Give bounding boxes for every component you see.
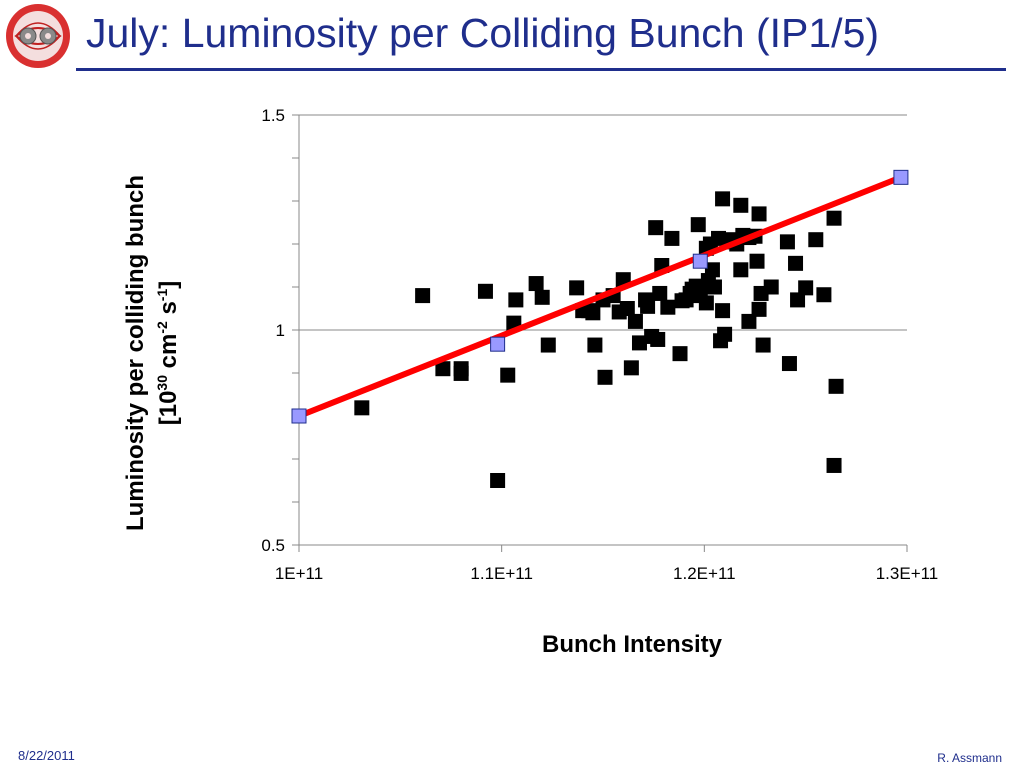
data-point (704, 262, 720, 278)
data-point (648, 220, 664, 236)
footer-date: 8/22/2011 (18, 748, 75, 763)
y-tick-label: 1 (276, 321, 285, 340)
data-point (490, 336, 506, 352)
data-point (650, 331, 666, 347)
data-point (893, 169, 909, 185)
data-point (619, 301, 635, 316)
data-point (755, 337, 771, 353)
data-point (528, 276, 544, 292)
y-tick-label: 1.5 (261, 106, 285, 125)
data-point (808, 232, 824, 248)
data-point (500, 367, 516, 383)
data-point (779, 234, 795, 250)
data-point (540, 337, 556, 353)
footer-author: R. Assmann (937, 751, 1002, 765)
data-point (415, 288, 431, 304)
data-point (453, 365, 469, 381)
data-point (788, 255, 804, 271)
data-point (490, 473, 506, 488)
data-point (477, 283, 493, 299)
data-point (534, 289, 550, 305)
data-point (660, 299, 676, 315)
data-point (781, 356, 797, 372)
data-point (597, 369, 613, 385)
data-point (715, 303, 731, 319)
data-point (715, 191, 731, 207)
data-point (672, 346, 688, 362)
data-point (664, 230, 680, 246)
data-point (751, 206, 767, 222)
data-point (826, 210, 842, 226)
y-axis-label-line1: Luminosity per colliding bunch (122, 175, 149, 531)
x-tick-label: 1E+11 (275, 564, 323, 583)
tick-marks (292, 114, 908, 552)
data-point (698, 295, 714, 311)
scatter-chart: 0.5 1 1.5 1E+11 1.1E+11 1.2E+11 1.3E+11 Bunch … (122, 106, 938, 658)
trendline (297, 174, 903, 419)
data-point (587, 337, 603, 353)
x-tick-label: 1.3E+11 (876, 564, 939, 583)
data-point (816, 287, 832, 303)
data-point (652, 285, 668, 301)
data-series-fit (291, 169, 909, 424)
data-point (826, 457, 842, 473)
data-point (627, 313, 643, 329)
data-point (706, 279, 722, 295)
data-point (291, 408, 307, 424)
data-point (741, 313, 757, 329)
y-tick-label: 0.5 (261, 536, 285, 555)
data-point (798, 280, 814, 296)
title-underline (76, 68, 1006, 71)
data-point (640, 298, 656, 314)
data-point (585, 305, 601, 321)
data-point (828, 378, 844, 394)
data-point (623, 360, 639, 376)
data-point (790, 292, 806, 308)
x-tick-label: 1.2E+11 (673, 564, 736, 583)
data-point (569, 280, 585, 296)
data-point (749, 253, 765, 269)
slide-title: July: Luminosity per Colliding Bunch (IP… (86, 10, 880, 56)
data-series-measured (354, 191, 844, 488)
data-point (354, 400, 370, 416)
data-point (690, 217, 706, 233)
x-axis-label: Bunch Intensity (542, 631, 723, 658)
gridlines (299, 114, 907, 546)
lhc-magnet-logo-icon (6, 4, 70, 68)
data-point (508, 292, 524, 308)
data-point (692, 253, 708, 269)
data-point (733, 197, 749, 213)
tick-labels: 0.5 1 1.5 1E+11 1.1E+11 1.2E+11 1.3E+11 (261, 106, 938, 583)
data-point (763, 279, 779, 295)
data-point (751, 301, 767, 317)
data-point (717, 326, 733, 342)
data-point (733, 262, 749, 278)
y-axis-label-line2: [1030 cm-2 s-1] (154, 281, 182, 426)
x-tick-label: 1.1E+11 (470, 564, 533, 583)
y-axis-label: Luminosity per colliding bunch [1030 cm-… (122, 175, 182, 531)
